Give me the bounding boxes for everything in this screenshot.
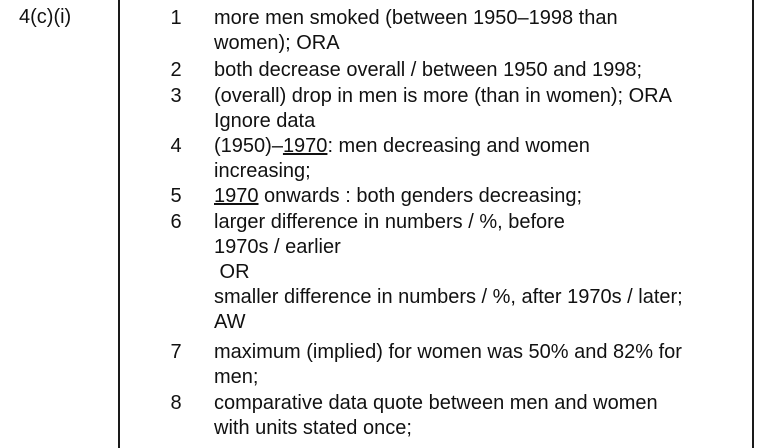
point-line: (1950)–1970: men decreasing and women — [214, 134, 742, 159]
point-line: OR — [214, 261, 250, 283]
underlined-year: 1970 — [214, 185, 259, 207]
point-text: (overall) drop in men is more (than in w… — [214, 84, 742, 134]
point-number: 8 — [170, 392, 182, 414]
point-text-segment: (1950)– — [214, 135, 283, 157]
point-text: both decrease overall / between 1950 and… — [214, 58, 742, 83]
column-divider — [118, 0, 120, 448]
point-line: (overall) drop in men is more (than in w… — [214, 85, 672, 107]
point-line: with units stated once; — [214, 417, 412, 439]
point-line: smaller difference in numbers / %, after… — [214, 286, 683, 308]
underlined-year: 1970 — [282, 135, 328, 157]
point-line: increasing; — [214, 160, 311, 182]
point-line: women); ORA — [214, 32, 340, 54]
point-line: maximum (implied) for women was 50% and … — [214, 341, 682, 363]
point-line: 1970 onwards : both genders decreasing; — [214, 184, 742, 209]
point-text-segment: onwards : both genders decreasing; — [258, 185, 583, 207]
point-text: larger difference in numbers / %, before… — [214, 210, 742, 335]
point-line: Ignore data — [214, 110, 316, 132]
point-line: comparative data quote between men and w… — [214, 392, 658, 414]
point-line: AW — [214, 311, 246, 333]
point-text: maximum (implied) for women was 50% and … — [214, 340, 742, 390]
point-number: 1 — [170, 7, 182, 29]
point-line: more men smoked (between 1950–1998 than — [214, 7, 618, 29]
point-number: 3 — [170, 85, 182, 107]
point-text: 1970 onwards : both genders decreasing; — [214, 184, 742, 209]
point-line: both decrease overall / between 1950 and… — [214, 59, 643, 81]
point-line: 1970s / earlier — [214, 236, 341, 258]
point-text: (1950)–1970: men decreasing and women in… — [214, 134, 742, 184]
point-text: comparative data quote between men and w… — [214, 391, 742, 441]
point-number: 2 — [170, 59, 182, 81]
point-text-segment: : men decreasing and women — [327, 135, 590, 157]
point-number: 5 — [170, 185, 182, 207]
point-text: more men smoked (between 1950–1998 than … — [214, 6, 742, 56]
point-number: 4 — [170, 135, 182, 157]
question-number: 4(c)(i) — [19, 6, 72, 28]
table-right-border — [752, 0, 754, 448]
point-number: 6 — [170, 211, 182, 233]
point-number: 7 — [170, 341, 182, 363]
point-line: men; — [214, 366, 259, 388]
point-line: larger difference in numbers / %, before — [214, 211, 565, 233]
